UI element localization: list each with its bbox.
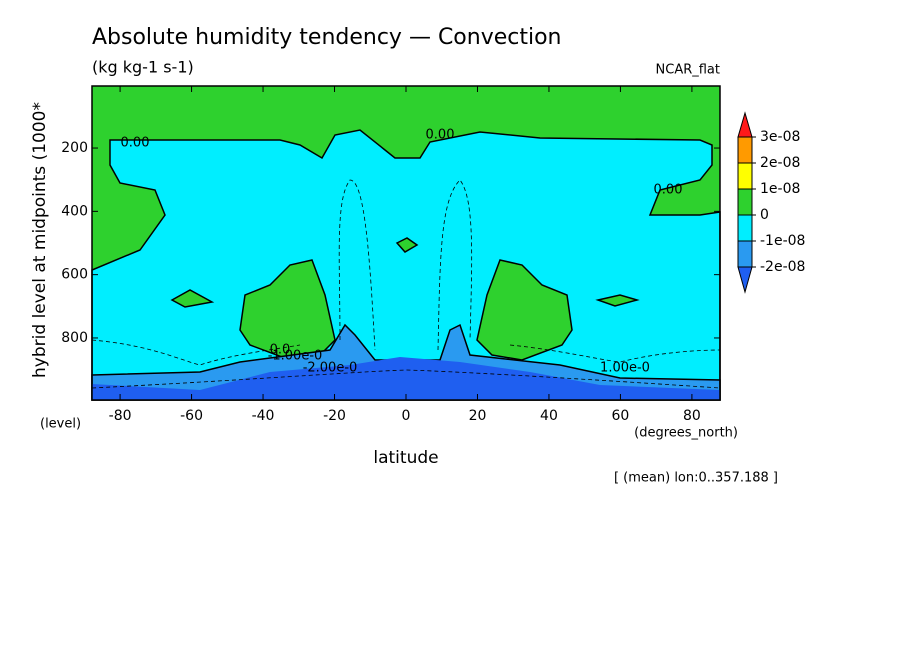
x-tick-label: -60 (180, 408, 203, 424)
contour-label: 0.00 (121, 136, 150, 151)
contour-line (338, 179, 376, 351)
x-tick-label: 60 (612, 408, 630, 424)
colorbar-box (737, 188, 753, 216)
region (395, 237, 419, 253)
region (170, 289, 215, 308)
colorbar-box (737, 136, 753, 164)
y-tick-label: 800 (61, 330, 88, 346)
x-tick-label: 80 (683, 408, 701, 424)
colorbar-label: -2e-08 (760, 259, 805, 275)
contour-line (509, 344, 721, 363)
contour-label: 0.0 (270, 343, 291, 358)
contour-label: -1.00e-0 (268, 349, 323, 364)
x-tick-label: 20 (469, 408, 487, 424)
x-tick-label: -20 (323, 408, 346, 424)
colorbar-cap (737, 266, 753, 294)
y-tick-label: 200 (61, 140, 88, 156)
region (239, 259, 336, 361)
contour-label: 0.00 (426, 128, 455, 143)
region (476, 259, 573, 361)
colorbar-cap (737, 111, 753, 138)
colorbar-label: 2e-08 (760, 155, 800, 171)
colorbar-label: 3e-08 (760, 129, 800, 145)
label-right: NCAR_flat (656, 63, 720, 78)
y-tick-label: 600 (61, 267, 88, 283)
x-tick-label: -80 (109, 408, 132, 424)
colorbar-label: -1e-08 (760, 233, 805, 249)
footnote: [ (mean) lon:0..357.188 ] (614, 471, 778, 486)
x-tick-label: 40 (540, 408, 558, 424)
x-axis-label: latitude (373, 448, 438, 468)
contour-label: 1.00e-0 (600, 361, 650, 376)
x-tick-label: -40 (252, 408, 275, 424)
contour-label: -2.00e-0 (303, 361, 358, 376)
chart-subtitle: (kg kg-1 s-1) (92, 58, 194, 77)
x-tick-label: 0 (402, 408, 411, 424)
y-axis-label: hybrid level at midpoints (1000* (30, 102, 50, 378)
y-axis-units: (level) (40, 417, 81, 432)
colorbar-box (737, 240, 753, 268)
contour-line (437, 179, 473, 351)
region (595, 294, 640, 307)
contour-line (91, 339, 301, 366)
chart-title: Absolute humidity tendency — Convection (92, 25, 562, 50)
x-axis-units: (degrees_north) (634, 426, 738, 441)
y-tick-label: 400 (61, 203, 88, 219)
region (92, 357, 720, 400)
colorbar-box (737, 214, 753, 242)
colorbar-label: 1e-08 (760, 181, 800, 197)
colorbar-box (737, 162, 753, 190)
colorbar-label: 0 (760, 207, 769, 223)
contour-label: 0.00 (654, 183, 683, 198)
